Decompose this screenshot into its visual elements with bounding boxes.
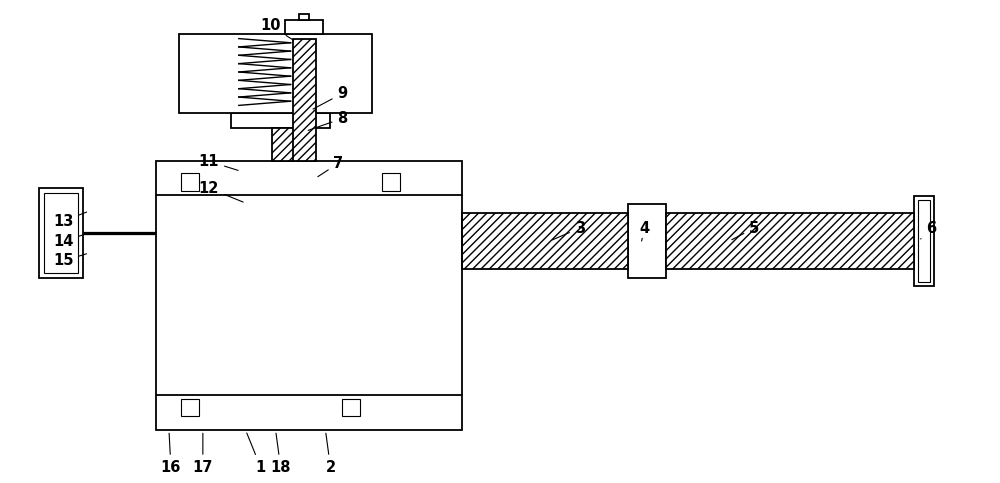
- Text: 12: 12: [199, 181, 243, 202]
- Bar: [628, 204, 666, 278]
- Text: 16: 16: [161, 433, 181, 475]
- Bar: [666, 213, 914, 269]
- Bar: [382, 173, 400, 191]
- Bar: [181, 398, 199, 416]
- Text: 4: 4: [640, 221, 650, 241]
- Text: 13: 13: [53, 212, 87, 228]
- Text: 5: 5: [732, 221, 759, 240]
- Text: 9: 9: [313, 86, 348, 109]
- Bar: [299, 14, 309, 20]
- Bar: [231, 114, 330, 128]
- Bar: [272, 128, 300, 161]
- Bar: [156, 161, 462, 195]
- Text: 17: 17: [193, 433, 213, 475]
- Text: 2: 2: [325, 433, 336, 475]
- Bar: [156, 395, 462, 430]
- Bar: [181, 173, 199, 191]
- Bar: [914, 196, 934, 286]
- Text: 14: 14: [53, 233, 87, 248]
- Text: 6: 6: [921, 221, 936, 239]
- Bar: [44, 193, 78, 273]
- Bar: [179, 34, 372, 114]
- Bar: [293, 39, 316, 161]
- Bar: [462, 213, 628, 269]
- Bar: [918, 200, 930, 282]
- Text: 18: 18: [270, 433, 291, 475]
- Bar: [342, 398, 360, 416]
- Text: 7: 7: [318, 156, 344, 177]
- Text: 10: 10: [260, 18, 293, 40]
- Text: 8: 8: [308, 111, 348, 130]
- Bar: [39, 188, 83, 278]
- Text: 3: 3: [552, 221, 585, 240]
- Text: 15: 15: [53, 254, 87, 269]
- Text: 1: 1: [247, 433, 266, 475]
- Text: 11: 11: [199, 154, 238, 170]
- Bar: [285, 20, 323, 34]
